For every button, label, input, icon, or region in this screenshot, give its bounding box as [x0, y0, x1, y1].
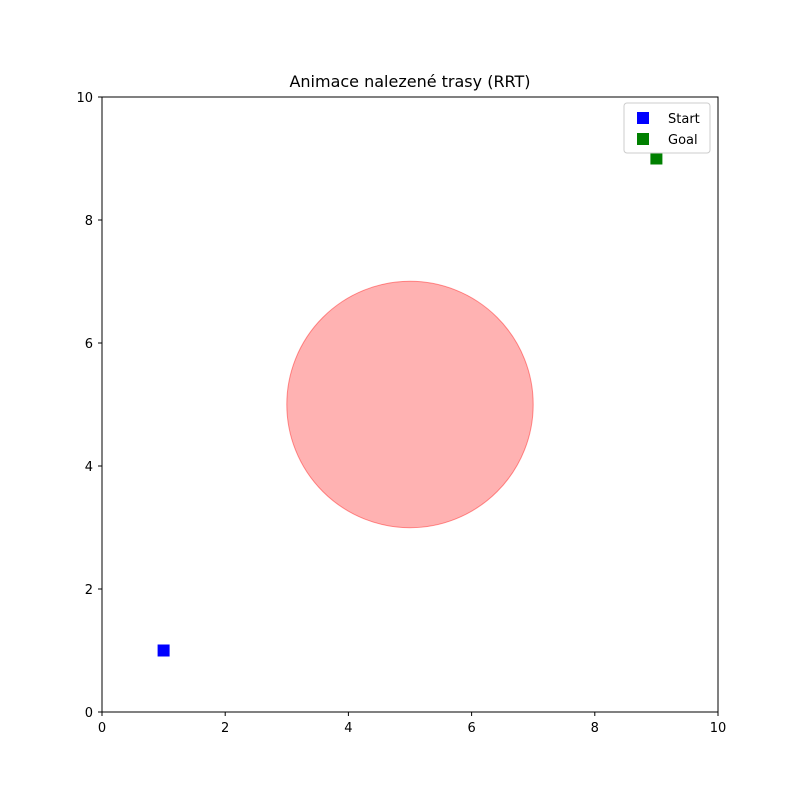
legend-swatch-start — [637, 112, 649, 124]
x-tick-label: 10 — [710, 721, 727, 736]
legend-label-start: Start — [668, 112, 700, 127]
y-tick-label: 4 — [85, 460, 93, 475]
y-tick-label: 0 — [85, 706, 93, 721]
legend-label-goal: Goal — [668, 133, 698, 148]
x-tick-label: 4 — [344, 721, 352, 736]
x-tick-label: 2 — [221, 721, 229, 736]
x-tick-label: 8 — [591, 721, 599, 736]
x-tick-label: 6 — [467, 721, 475, 736]
plot-frame — [101, 96, 719, 713]
chart-title: Animace nalezené trasy (RRT) — [289, 72, 531, 91]
obstacle-circle — [286, 280, 534, 529]
y-tick-label: 10 — [76, 91, 93, 106]
y-tick-label: 6 — [85, 337, 93, 352]
y-tick-label: 8 — [85, 214, 93, 229]
goal-marker — [650, 152, 663, 165]
y-tick-label: 2 — [85, 583, 93, 598]
legend-swatch-goal — [637, 133, 649, 145]
x-tick-label: 0 — [98, 721, 106, 736]
start-marker — [157, 644, 170, 657]
